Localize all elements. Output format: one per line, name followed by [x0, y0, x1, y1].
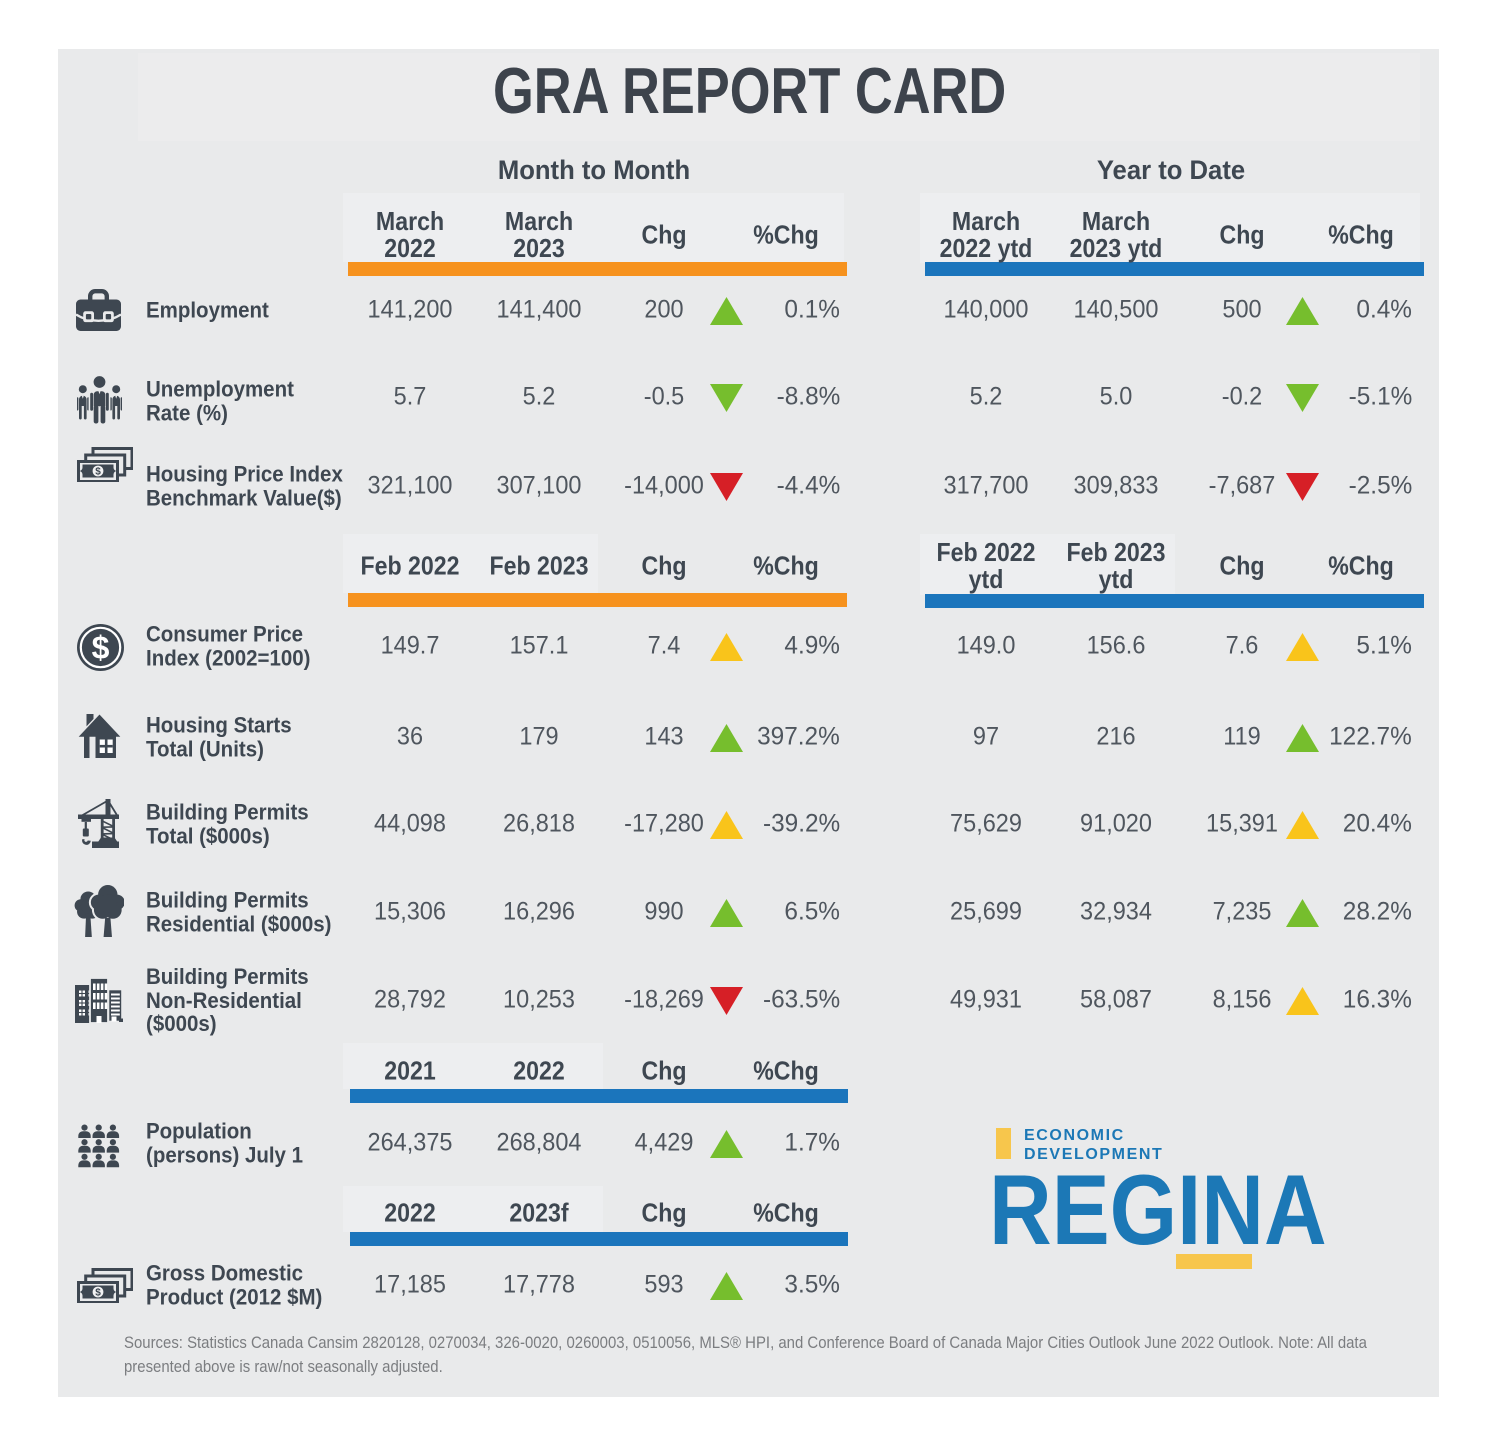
svg-text:$: $	[92, 630, 110, 666]
svg-text:$: $	[95, 467, 101, 478]
svg-text:$: $	[95, 1288, 101, 1299]
